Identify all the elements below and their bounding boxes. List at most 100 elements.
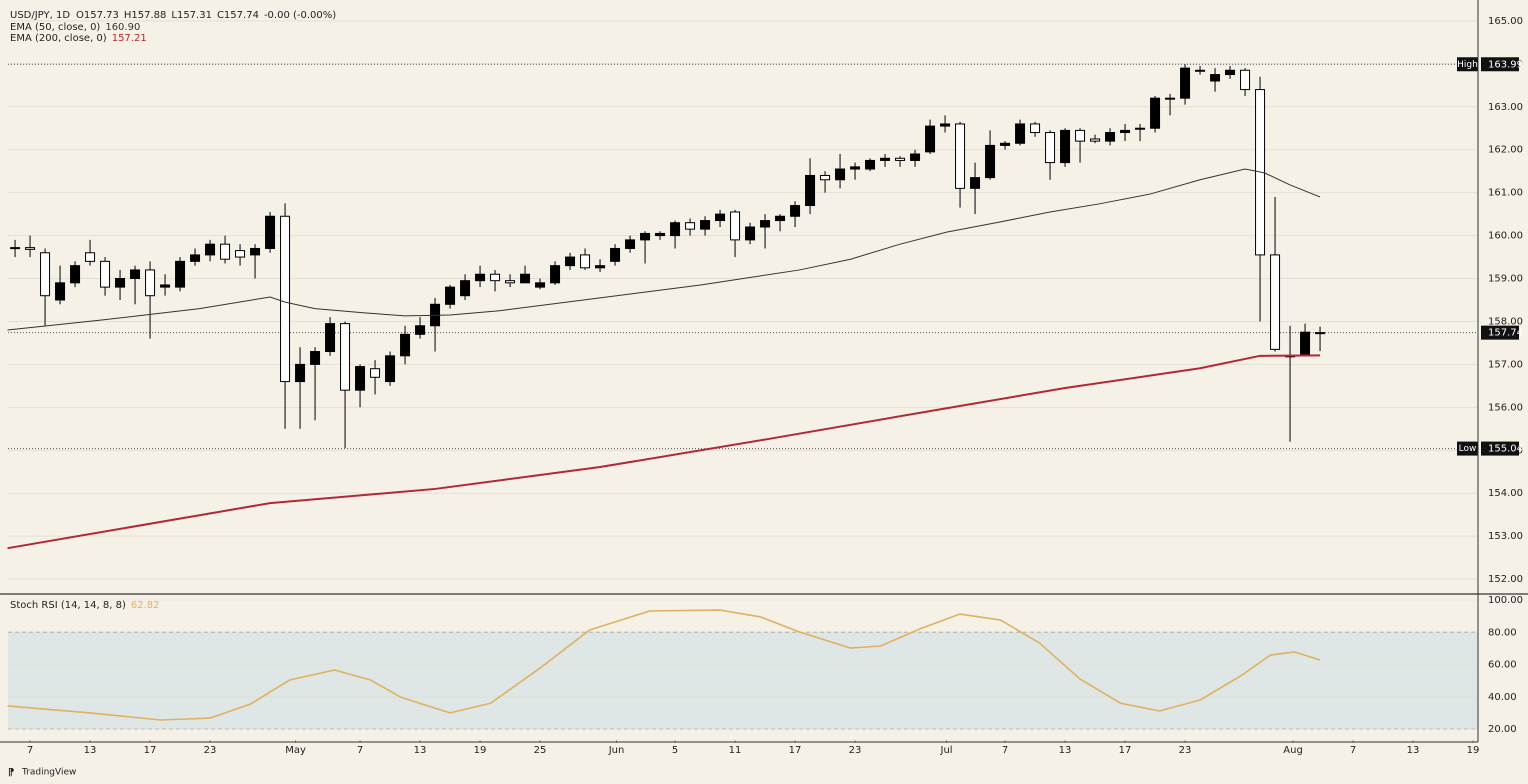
- candle-body: [280, 215, 291, 383]
- candle-body: [805, 174, 816, 207]
- x-tick-label: Jul: [940, 745, 953, 756]
- x-tick-label: 13: [1059, 745, 1072, 756]
- candle-body: [790, 205, 801, 217]
- candle-body: [85, 252, 96, 262]
- candle-body: [1300, 331, 1311, 357]
- header: USD/JPY, 1D O157.73 H157.88 L157.31 C157.74…: [10, 10, 336, 44]
- candle-body: [220, 243, 231, 260]
- candle-body: [640, 232, 651, 241]
- x-tick-label: 19: [474, 745, 487, 756]
- y-tick-label: 157.00: [1488, 359, 1523, 370]
- x-tick-label: 7: [357, 745, 363, 756]
- candle-body: [1000, 142, 1011, 146]
- candle-body: [445, 286, 456, 305]
- candle-body: [610, 247, 621, 262]
- y-tick-label: 158.00: [1488, 316, 1523, 327]
- y-tick-label: 153.00: [1488, 531, 1523, 542]
- pane-title: Stoch RSI (14, 14, 8, 8): [10, 600, 126, 611]
- ohlc-value: H157.88: [124, 10, 167, 21]
- x-tick-label: 23: [204, 745, 217, 756]
- ohlc-value: -0.00 (-0.00%): [264, 10, 336, 21]
- candle-body: [895, 157, 906, 161]
- candle-body: [190, 254, 201, 262]
- candle-body: [1090, 138, 1101, 142]
- ohlc-value: L157.31: [171, 10, 212, 21]
- legend-name: EMA (200, close, 0): [10, 33, 107, 44]
- y-tick-label: 40.00: [1488, 692, 1517, 703]
- candle-body: [775, 215, 786, 222]
- candle-body: [250, 247, 261, 256]
- candle-body: [1195, 69, 1206, 72]
- candle-body: [160, 284, 171, 288]
- symbol: USD/JPY, 1D: [10, 10, 70, 21]
- candle-body: [1030, 123, 1041, 134]
- marker-label: High: [1457, 60, 1478, 70]
- candle-body: [400, 333, 411, 357]
- candle-body: [1105, 132, 1116, 142]
- marker-value-box: [1481, 441, 1519, 456]
- candle-body: [955, 123, 966, 189]
- candle-body: [115, 278, 126, 288]
- candle-body: [820, 174, 831, 181]
- x-tick-label: 19: [1467, 745, 1480, 756]
- candle-body: [490, 273, 501, 282]
- candle-body: [925, 125, 936, 153]
- band: [8, 632, 1478, 730]
- candle-body: [595, 265, 606, 269]
- y-tick-label: 152.00: [1488, 574, 1523, 585]
- marker-value-box: [1481, 57, 1519, 72]
- candle-body: [145, 269, 156, 297]
- x-tick-label: 23: [1179, 745, 1192, 756]
- x-tick-label: 13: [1407, 745, 1420, 756]
- candle-body: [340, 323, 351, 391]
- legend-name: EMA (50, close, 0): [10, 22, 100, 33]
- y-tick-label: 162.00: [1488, 145, 1523, 156]
- candle-body: [700, 220, 711, 230]
- candle-body: [1120, 129, 1131, 134]
- candle-body: [1150, 97, 1161, 129]
- y-tick-label: 60.00: [1488, 660, 1517, 671]
- candle-body: [850, 166, 861, 170]
- y-tick-label: 160.00: [1488, 231, 1523, 242]
- candle-body: [760, 220, 771, 228]
- last-price-box: [1481, 325, 1519, 340]
- y-tick-label: 80.00: [1488, 627, 1517, 638]
- candle-body: [715, 213, 726, 222]
- y-tick-label: 100.00: [1488, 595, 1523, 606]
- marker-label-box: [1457, 441, 1478, 456]
- candle-body: [910, 153, 921, 161]
- candle-body: [880, 157, 891, 161]
- last-price-label: 157.74: [1488, 328, 1523, 339]
- marker-label-box: [1457, 57, 1478, 72]
- x-tick-label: 5: [672, 745, 678, 756]
- candle-body: [550, 265, 561, 284]
- x-tick-label: Jun: [608, 745, 625, 756]
- x-tick-label: 11: [729, 745, 742, 756]
- marker-value: 163.99: [1488, 59, 1523, 70]
- y-tick-label: 154.00: [1488, 488, 1523, 499]
- candle-body: [835, 168, 846, 181]
- x-tick-label: 23: [849, 745, 862, 756]
- candle-body: [25, 247, 36, 250]
- x-tick-label: 7: [1002, 745, 1008, 756]
- x-tick-label: Aug: [1283, 745, 1303, 756]
- candle-body: [70, 265, 81, 284]
- x-tick-label: 7: [27, 745, 33, 756]
- candle-body: [655, 232, 666, 237]
- candle-body: [940, 123, 951, 127]
- candle-body: [370, 368, 381, 378]
- candle-body: [10, 247, 21, 250]
- brand: TradingView: [21, 768, 76, 778]
- candle-body: [505, 280, 516, 284]
- x-tick-label: 17: [789, 745, 802, 756]
- x-tick-label: 25: [534, 745, 547, 756]
- candle-body: [730, 211, 741, 241]
- candle-body: [310, 351, 321, 365]
- candle-body: [685, 222, 696, 230]
- y-tick-label: 163.00: [1488, 102, 1523, 113]
- brand-logo: ⁋: [8, 767, 14, 778]
- x-tick-label: 13: [84, 745, 97, 756]
- candle-body: [670, 222, 681, 237]
- x-tick-label: 7: [1350, 745, 1356, 756]
